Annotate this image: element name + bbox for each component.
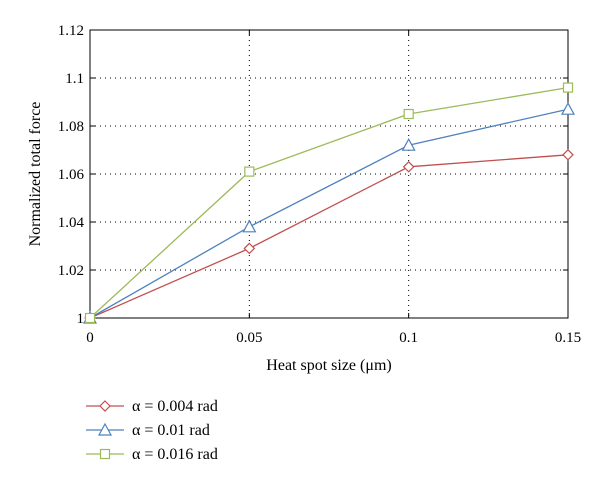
x-axis-label: Heat spot size (μm) xyxy=(266,357,391,374)
legend-marker xyxy=(99,448,111,460)
series-line xyxy=(89,86,569,319)
legend-label: α = 0.004 rad xyxy=(132,398,218,415)
series-line xyxy=(89,108,569,319)
data-point xyxy=(562,82,574,93)
series-group xyxy=(82,82,576,324)
data-point xyxy=(402,160,415,173)
x-axis: 0 0.05 0.1 0.15 xyxy=(86,30,581,346)
y-tick-label: 1.04 xyxy=(58,215,85,231)
data-point xyxy=(84,312,96,324)
x-tick-label: 0.05 xyxy=(236,330,262,346)
legend-marker xyxy=(97,422,113,436)
y-tick-label: 1.08 xyxy=(58,119,84,135)
y-tick-label: 1.12 xyxy=(58,23,84,39)
y-tick-label: 1.1 xyxy=(65,71,84,87)
legend-marker xyxy=(99,400,111,412)
data-point xyxy=(562,148,574,161)
legend-item: α = 0.01 rad xyxy=(86,422,210,439)
legend-label: α = 0.01 rad xyxy=(132,422,210,439)
y-axis-label: Normalized total force xyxy=(27,102,44,247)
x-tick-label: 0.1 xyxy=(399,330,418,346)
data-point xyxy=(243,242,256,255)
y-axis: 1 1.02 1.04 1.06 1.08 1.1 1.12 xyxy=(58,23,568,327)
legend-item: α = 0.016 rad xyxy=(86,446,218,463)
legend-item: α = 0.004 rad xyxy=(86,398,218,415)
y-tick-label: 1 xyxy=(77,311,85,327)
legend-label: α = 0.016 rad xyxy=(132,446,218,463)
grid xyxy=(90,30,568,318)
legend: α = 0.004 rad α = 0.01 rad α = 0.016 rad xyxy=(86,398,218,463)
x-tick-label: 0 xyxy=(86,330,94,346)
series-2 xyxy=(82,101,576,324)
series-1 xyxy=(84,148,574,324)
data-point xyxy=(401,137,416,151)
series-3 xyxy=(84,82,574,324)
data-point xyxy=(242,219,257,233)
data-point xyxy=(244,166,255,177)
data-point xyxy=(403,108,414,120)
y-tick-label: 1.02 xyxy=(58,263,84,279)
x-tick-label: 0.15 xyxy=(555,330,581,346)
series-line xyxy=(89,154,569,319)
data-point xyxy=(560,101,576,115)
plot-frame xyxy=(89,29,569,319)
y-tick-label: 1.06 xyxy=(58,167,85,183)
